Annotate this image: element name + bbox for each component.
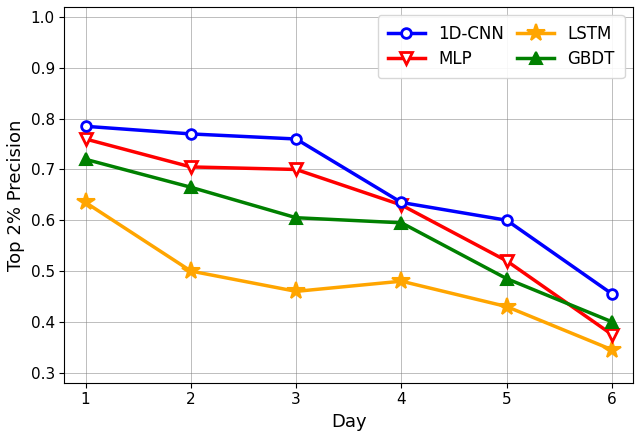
Line: MLP: MLP bbox=[79, 133, 618, 341]
GBDT bbox=[608, 319, 616, 325]
1D-CNN bbox=[608, 291, 616, 297]
1D-CNN bbox=[292, 136, 300, 141]
LSTM bbox=[292, 289, 300, 294]
GBDT bbox=[397, 220, 405, 226]
Y-axis label: Top 2% Precision: Top 2% Precision bbox=[7, 119, 25, 271]
GBDT bbox=[187, 184, 195, 190]
1D-CNN bbox=[187, 131, 195, 137]
MLP bbox=[608, 332, 616, 337]
LSTM bbox=[608, 347, 616, 353]
GBDT bbox=[292, 215, 300, 220]
Line: LSTM: LSTM bbox=[77, 194, 621, 359]
1D-CNN bbox=[397, 200, 405, 205]
MLP bbox=[397, 202, 405, 208]
X-axis label: Day: Day bbox=[331, 413, 367, 431]
LSTM bbox=[503, 304, 511, 309]
MLP bbox=[503, 258, 511, 264]
Line: 1D-CNN: 1D-CNN bbox=[81, 121, 617, 299]
MLP bbox=[292, 167, 300, 172]
1D-CNN bbox=[82, 124, 90, 129]
LSTM bbox=[397, 279, 405, 284]
Legend: 1D-CNN, MLP, LSTM, GBDT: 1D-CNN, MLP, LSTM, GBDT bbox=[378, 15, 625, 78]
LSTM bbox=[187, 268, 195, 274]
GBDT bbox=[82, 157, 90, 162]
MLP bbox=[187, 164, 195, 170]
MLP bbox=[82, 136, 90, 141]
LSTM bbox=[82, 200, 90, 205]
Line: GBDT: GBDT bbox=[79, 153, 618, 328]
GBDT bbox=[503, 276, 511, 281]
1D-CNN bbox=[503, 218, 511, 223]
